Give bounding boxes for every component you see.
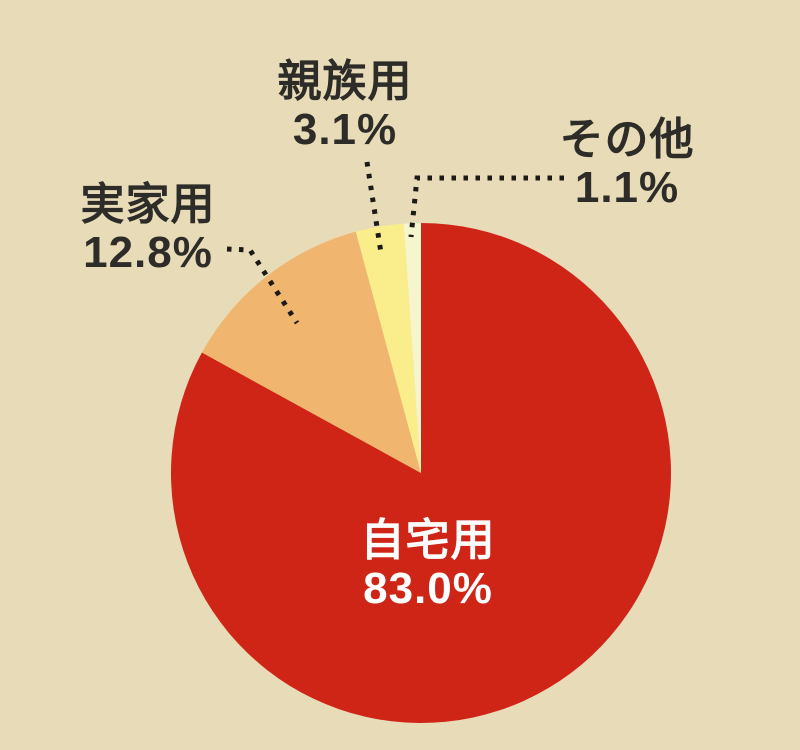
pie-slice-0 — [170, 223, 671, 723]
slice-percent-text: 12.8% — [83, 228, 213, 277]
leader-line-shinzoku — [364, 161, 384, 254]
pie-slice-1 — [201, 231, 421, 473]
slice-label-text: 自宅用 — [360, 516, 496, 565]
slice-label-jitaku: 自宅用 83.0% — [361, 517, 496, 613]
pie-slice-3 — [403, 223, 421, 473]
slice-percent-text: 83.0% — [363, 564, 493, 613]
slice-percent-text: 3.1% — [292, 105, 398, 154]
slice-label-sonota: その他 1.1% — [560, 116, 695, 212]
leader-line-sonota — [408, 175, 564, 238]
pie-slice-2 — [355, 223, 421, 473]
slice-label-text: 実家用 — [80, 180, 216, 229]
slice-label-jikka: 実家用 12.8% — [81, 181, 216, 277]
slice-label-text: その他 — [559, 115, 695, 164]
slice-label-shinzoku: 親族用 3.1% — [278, 58, 413, 154]
slice-label-text: 親族用 — [277, 57, 413, 106]
slice-percent-text: 1.1% — [574, 163, 680, 212]
